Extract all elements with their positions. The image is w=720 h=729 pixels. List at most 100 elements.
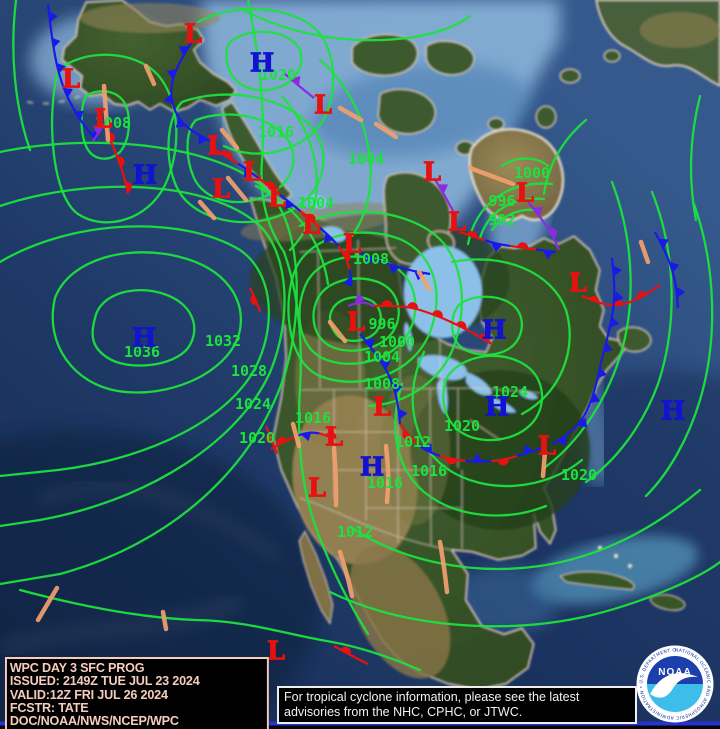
low-pressure-marker: L <box>308 474 326 504</box>
isobar-label: 1032 <box>205 332 241 350</box>
trough-front <box>638 239 651 265</box>
low-pressure-marker: L <box>184 20 202 50</box>
isobar-line <box>478 197 546 240</box>
trough-front <box>160 609 169 632</box>
occluded-front <box>284 73 315 99</box>
forecaster: FCSTR: TATE <box>9 699 89 715</box>
low-pressure-marker: L <box>94 105 112 135</box>
isobar-line <box>50 53 178 224</box>
isobar-label: 1016 <box>411 462 447 480</box>
cold-front <box>46 3 100 141</box>
trough-front <box>540 449 548 479</box>
bottom-black-strip <box>0 725 720 729</box>
isobar-line <box>280 94 318 252</box>
isobar-label: 1020 <box>561 466 597 484</box>
product-title: WPC DAY 3 SFC PROG <box>9 660 145 675</box>
tropical-cyclone-note: For tropical cyclone information, please… <box>277 686 637 724</box>
isobar-line <box>51 251 242 394</box>
isobar-line <box>644 202 714 498</box>
isobar-label: 992 <box>488 211 515 229</box>
isobar-layer <box>0 0 720 672</box>
occluded-front <box>92 123 105 142</box>
tropical-note-line1: For tropical cyclone information, please… <box>284 690 580 704</box>
trough-front <box>331 445 339 508</box>
isobar-line <box>328 560 720 628</box>
low-pressure-marker: L <box>569 269 587 299</box>
low-pressure-marker: L <box>538 432 556 462</box>
isobar-line <box>196 7 335 155</box>
trough-line <box>327 319 348 344</box>
valid-time: VALID:12Z FRI JUL 26 2024 <box>9 686 168 702</box>
isobar-label: 1008 <box>95 114 131 132</box>
isobar-label: 1008 <box>353 250 389 268</box>
low-pressure-marker: L <box>373 393 391 423</box>
noaa-logo-text: NOAA <box>658 667 691 678</box>
caribbean-islands <box>559 545 686 611</box>
isobar-label: 1024 <box>492 383 528 401</box>
isobar-line <box>254 184 330 286</box>
greenland-south <box>468 128 565 221</box>
low-pressure-marker: L <box>343 230 361 260</box>
low-pressure-marker: L <box>423 158 441 188</box>
isobar-label-layer: 1008102010161004100410009969921008996100… <box>95 66 597 541</box>
trough-front <box>437 539 450 595</box>
trough-line <box>437 539 450 595</box>
isobar-line <box>451 295 523 356</box>
trough-line <box>331 445 339 508</box>
trough-line <box>416 269 432 292</box>
high-pressure-marker: H <box>661 397 686 427</box>
trough-line <box>638 239 651 265</box>
isobar-line <box>18 588 422 672</box>
trough-front <box>219 127 240 151</box>
isobar-line <box>500 157 550 168</box>
high-pressure-marker: H <box>132 324 157 354</box>
isobar-line <box>0 185 286 528</box>
trough-line <box>219 127 240 151</box>
isobar-line <box>186 113 295 204</box>
bottom-blue-strip <box>0 721 720 726</box>
stationary-front <box>399 423 548 466</box>
cold-front <box>163 39 211 145</box>
isobar-label: 1012 <box>395 433 431 451</box>
isobar-line <box>91 289 196 367</box>
trough-front <box>143 63 157 87</box>
low-pressure-marker: L <box>302 211 320 241</box>
isobar-line <box>318 58 372 238</box>
isobar-label: 1016 <box>258 123 294 141</box>
warm-front <box>249 287 262 313</box>
low-pressure-marker: L <box>325 423 343 453</box>
cold-front <box>359 333 408 425</box>
isobar-line <box>542 180 632 470</box>
isobar-label: 996 <box>368 315 395 333</box>
isobar-line <box>450 258 571 416</box>
trough-line <box>143 63 157 87</box>
isobar-line <box>542 118 588 196</box>
occluded-front <box>527 201 561 251</box>
trough-line <box>467 165 516 187</box>
warm-front <box>373 300 493 345</box>
trough-front <box>225 175 249 203</box>
warm-front <box>264 425 279 455</box>
low-pressure-marker: L <box>207 132 225 162</box>
trough-front <box>467 165 516 187</box>
isobar-label: 1012 <box>337 523 373 541</box>
arctic-islands <box>351 34 652 353</box>
isobar-line <box>298 255 417 365</box>
isobar-line <box>298 210 464 408</box>
trough-line <box>225 175 249 203</box>
trough-line <box>197 199 217 221</box>
isobar-label: 1028 <box>231 362 267 380</box>
low-pressure-marker: L <box>243 158 261 188</box>
isobar-label: 1020 <box>444 417 480 435</box>
isobar-label: 1016 <box>367 474 403 492</box>
isobar-line <box>0 141 298 586</box>
trough-line <box>35 585 60 623</box>
low-pressure-marker: L <box>212 175 230 205</box>
isobar-label: 1020 <box>239 429 275 447</box>
issuance-info-box: WPC DAY 3 SFC PROG ISSUED: 2149Z TUE JUL… <box>5 657 269 729</box>
trough-front <box>383 443 391 505</box>
issued-time: ISSUED: 2149Z TUE JUL 23 2024 <box>9 673 200 689</box>
isobar-label: 996 <box>488 192 515 210</box>
